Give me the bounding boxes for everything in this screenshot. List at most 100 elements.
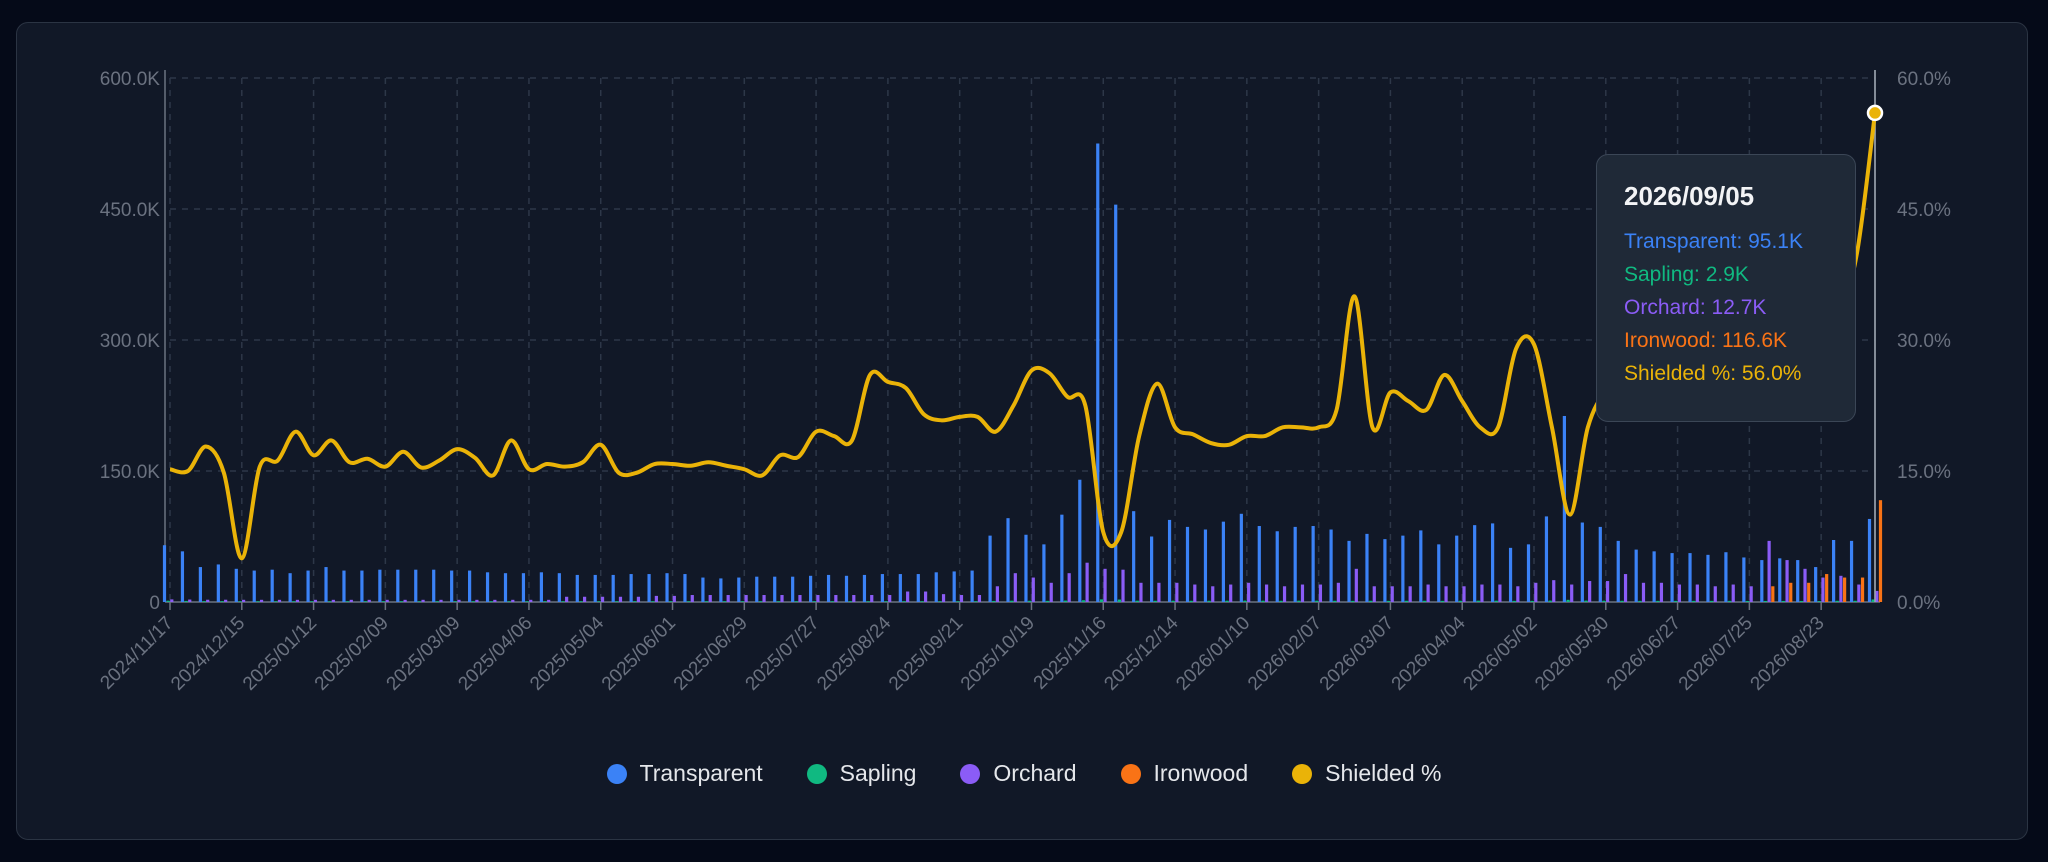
x-tick-label: 2025/12/14	[1100, 612, 1182, 694]
bar-transparent	[1544, 516, 1549, 602]
bar-orchard	[1085, 562, 1089, 602]
bar-transparent	[1706, 554, 1710, 602]
bar-orchard	[1552, 580, 1556, 602]
bar-sapling	[220, 601, 224, 602]
bar-orchard	[1121, 569, 1125, 602]
legend-label: Ironwood	[1153, 760, 1249, 786]
bar-sapling	[776, 601, 781, 602]
bar-sapling	[1046, 600, 1050, 602]
bar-orchard	[259, 599, 264, 602]
bar-transparent	[970, 570, 974, 602]
bar-transparent	[521, 573, 526, 602]
bar-orchard	[1570, 584, 1574, 602]
bar-orchard	[852, 595, 856, 602]
bar-transparent	[773, 576, 777, 602]
tooltip: 2026/09/05 Transparent: 95.1K Sapling: 2.…	[1596, 154, 1856, 422]
bar-orchard	[1247, 582, 1251, 602]
bar-transparent	[916, 574, 920, 602]
bar-transparent	[1132, 511, 1136, 602]
legend-dot-icon	[606, 763, 627, 784]
bar-sapling	[1584, 600, 1588, 602]
bar-transparent	[791, 576, 795, 602]
bar-orchard	[1588, 581, 1592, 602]
bar-transparent	[1616, 540, 1620, 602]
x-tick-label: 2024/12/15	[167, 613, 249, 695]
bar-transparent	[1778, 558, 1782, 602]
bar-orchard	[188, 599, 192, 602]
bar-sapling	[471, 601, 475, 602]
bar-transparent	[1167, 519, 1172, 602]
y2-tick-label: 0.0%	[1897, 593, 1940, 614]
x-tick-label: 2026/01/10	[1172, 613, 1254, 695]
bar-orchard	[1103, 568, 1107, 602]
bar-transparent	[1024, 534, 1028, 602]
bar-transparent	[324, 567, 328, 602]
legend-item-sapling[interactable]: Sapling	[806, 760, 916, 787]
bar-sapling	[1458, 600, 1463, 602]
bar-transparent	[719, 578, 723, 602]
bar-transparent	[252, 570, 256, 602]
bar-sapling	[274, 601, 278, 602]
bar-sapling	[1279, 600, 1283, 602]
bar-orchard	[349, 599, 353, 602]
bar-transparent	[755, 576, 759, 602]
bar-transparent	[270, 569, 274, 602]
bar-orchard	[1318, 584, 1323, 602]
bar-sapling	[1081, 600, 1086, 602]
bar-sapling	[1674, 600, 1678, 602]
bar-orchard	[1408, 586, 1412, 602]
bar-sapling	[507, 601, 511, 602]
legend-item-ironwood[interactable]: Ironwood	[1120, 760, 1249, 787]
tooltip-line: Sapling: 2.9K	[1624, 263, 1749, 286]
bar-transparent	[162, 545, 167, 602]
x-tick-label: 2025/06/01	[598, 613, 680, 695]
bar-sapling	[1225, 600, 1229, 602]
bar-orchard	[690, 595, 694, 602]
bar-sapling	[399, 601, 404, 602]
bar-orchard	[1444, 586, 1448, 602]
bar-orchard	[1049, 582, 1053, 602]
bar-orchard	[1031, 577, 1035, 602]
bar-transparent	[198, 567, 202, 602]
bar-sapling	[1351, 600, 1355, 602]
bar-transparent	[1275, 531, 1279, 602]
x-tick-label: 2025/03/09	[383, 613, 465, 695]
bar-orchard	[1516, 586, 1520, 602]
bar-transparent	[1437, 544, 1441, 602]
bar-orchard	[636, 596, 641, 602]
bar-orchard	[744, 595, 748, 602]
hover-point-marker	[1866, 104, 1884, 122]
bar-transparent	[898, 574, 902, 602]
bar-orchard	[762, 595, 766, 602]
bar-transparent	[216, 564, 220, 602]
bar-sapling	[184, 600, 188, 602]
bar-orchard	[367, 599, 371, 602]
legend-item-transparent[interactable]: Transparent	[606, 760, 763, 787]
bar-transparent	[1742, 557, 1746, 602]
legend-item-shielded[interactable]: Shielded %	[1292, 760, 1441, 787]
bar-transparent	[1473, 525, 1477, 602]
bar-transparent	[1849, 540, 1854, 602]
bar-transparent	[1060, 514, 1064, 602]
bar-transparent	[180, 551, 185, 602]
y-tick-label: 0	[149, 593, 160, 614]
bar-sapling	[453, 601, 457, 602]
bar-sapling	[1171, 600, 1175, 602]
bar-sapling	[705, 601, 709, 602]
bar-sapling	[669, 601, 673, 602]
bar-transparent	[414, 569, 418, 602]
bar-ironwood	[1860, 577, 1865, 602]
bar-orchard	[995, 586, 999, 602]
bar-orchard	[457, 599, 461, 602]
y-tick-label: 600.0K	[100, 69, 161, 90]
bar-orchard	[1372, 586, 1376, 602]
bar-orchard	[421, 599, 425, 602]
legend-item-orchard[interactable]: Orchard	[960, 760, 1077, 787]
bar-sapling	[1135, 600, 1139, 602]
bar-transparent	[665, 573, 669, 602]
bar-orchard	[834, 595, 838, 602]
bar-sapling	[1476, 600, 1480, 602]
y-tick-label: 450.0K	[100, 200, 161, 221]
bar-transparent	[844, 575, 849, 602]
bar-sapling	[202, 601, 206, 602]
